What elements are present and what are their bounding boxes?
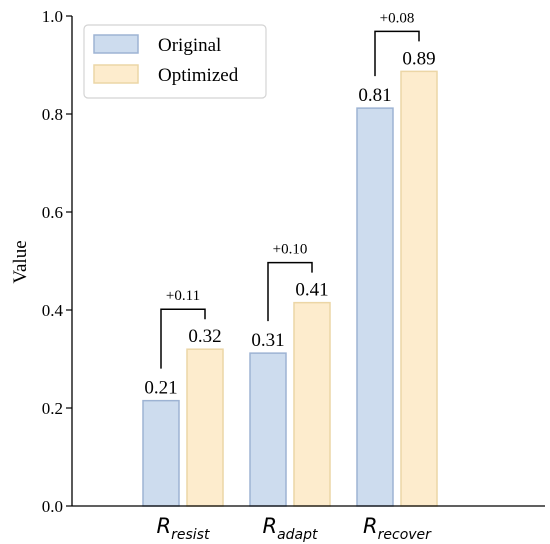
legend-swatch-original [93, 34, 139, 54]
bar-optimized-0 [186, 348, 224, 507]
y-tick-label: 0.8 [42, 105, 63, 124]
bar-optimized-2 [400, 70, 438, 507]
difference-label: +0.11 [166, 288, 200, 304]
data-label: 0.81 [358, 85, 391, 106]
difference-annotations: +0.11 +0.10 +0.08 [160, 10, 420, 369]
legend-label: Optimized [158, 65, 239, 86]
y-tick-label: 0.0 [42, 497, 63, 516]
data-label: 0.41 [295, 280, 328, 301]
bar-original-1 [249, 352, 287, 507]
legend-label: Original [158, 35, 221, 56]
data-label: 0.32 [188, 326, 221, 347]
y-axis-label: Value [10, 240, 31, 283]
y-tick-label: 0.2 [42, 399, 63, 418]
legend-swatch-optimized [93, 64, 139, 84]
data-label: 0.21 [144, 378, 177, 399]
x-tick-label: Rrecover [363, 514, 432, 543]
x-tick-label: Rresist [157, 514, 210, 543]
legend: Original Optimized [83, 24, 267, 99]
x-axis: Rresist Radapt Rrecover [72, 505, 545, 543]
bar-original-0 [142, 399, 180, 507]
difference-bracket [374, 30, 420, 77]
y-tick-label: 0.6 [42, 203, 63, 222]
y-tick-label: 0.4 [42, 301, 64, 320]
y-axis: 0.0 0.2 0.4 0.6 0.8 1.0 [42, 7, 73, 516]
difference-bracket [160, 308, 206, 369]
data-label: 0.89 [402, 48, 435, 69]
bar-optimized-1 [293, 301, 331, 507]
difference-label: +0.10 [273, 242, 308, 258]
difference-label: +0.08 [380, 10, 415, 26]
data-label: 0.31 [251, 330, 284, 351]
y-tick-label: 1.0 [42, 7, 63, 26]
bar-original-2 [356, 107, 394, 507]
bars: 0.21 0.32 0.31 0.41 0.81 0.89 [142, 48, 438, 507]
x-tick-label: Radapt [262, 514, 318, 543]
difference-bracket [267, 261, 313, 322]
